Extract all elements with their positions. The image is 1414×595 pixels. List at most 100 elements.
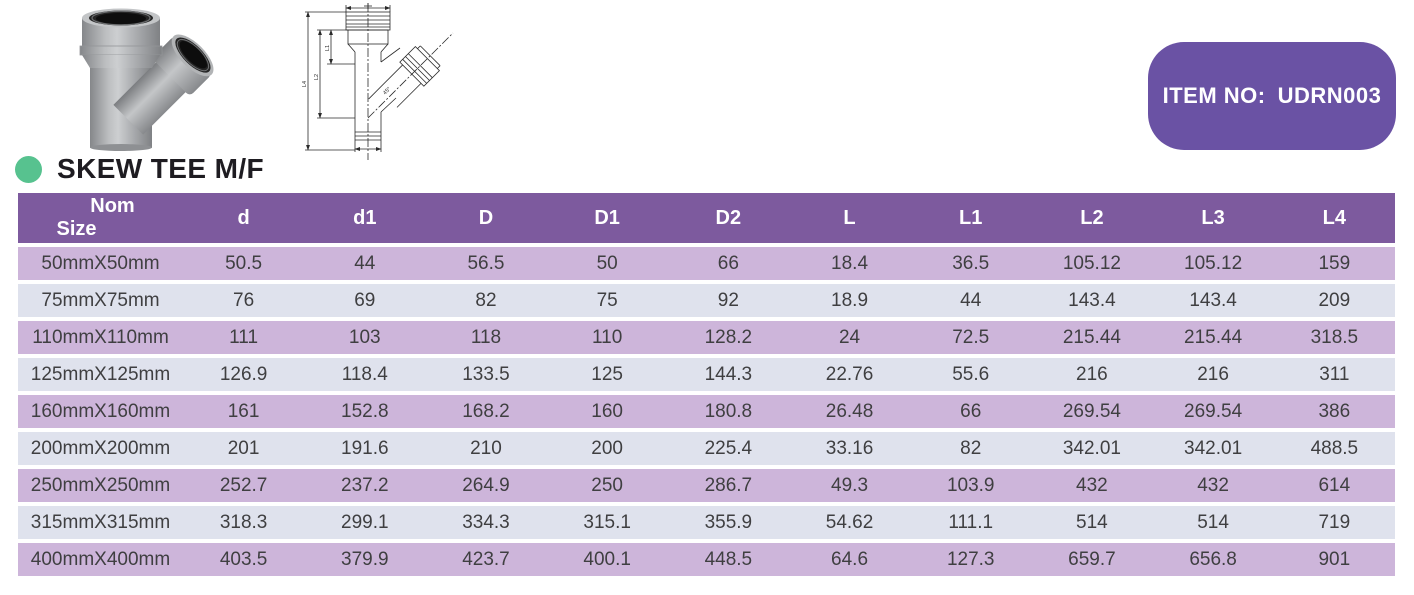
cell-D: 118 bbox=[425, 321, 547, 354]
cell-D2: 128.2 bbox=[667, 321, 789, 354]
cell-L1: 127.3 bbox=[910, 543, 1032, 576]
item-number-label: ITEM NO: bbox=[1162, 83, 1266, 108]
cell-L3: 216 bbox=[1152, 358, 1274, 391]
cell-d: 403.5 bbox=[183, 543, 305, 576]
pipe-branch bbox=[113, 34, 214, 135]
cell-L4: 719 bbox=[1273, 506, 1395, 539]
table-row: 315mmX315mm 318.3 299.1 334.3 315.1 355.9 54.6… bbox=[18, 506, 1395, 539]
dim-label-l4: L4 bbox=[302, 81, 308, 87]
cell-D1: 400.1 bbox=[546, 543, 668, 576]
cell-d1: 379.9 bbox=[304, 543, 426, 576]
cell-L2: 269.54 bbox=[1031, 395, 1153, 428]
cell-D2: 355.9 bbox=[667, 506, 789, 539]
cell-d: 76 bbox=[183, 284, 305, 317]
cell-nom-size: 160mmX160mm bbox=[18, 395, 183, 428]
cell-D1: 110 bbox=[546, 321, 668, 354]
col-header-d: d bbox=[183, 193, 305, 243]
cell-D: 82 bbox=[425, 284, 547, 317]
table-row: 160mmX160mm 161 152.8 168.2 160 180.8 26.48 66 2… bbox=[18, 395, 1395, 428]
spec-table: Nom Size d d1 D D1 D2 L L1 L2 L3 L4 50mmX50mm 50.5 44… bbox=[18, 189, 1395, 580]
section-header: SKEW TEE M/F bbox=[15, 153, 264, 185]
cell-L: 33.16 bbox=[788, 432, 911, 465]
table-row: 110mmX110mm 111 103 118 110 128.2 24 72.5 215.44… bbox=[18, 321, 1395, 354]
cell-D1: 315.1 bbox=[546, 506, 668, 539]
col-header-D1: D1 bbox=[546, 193, 668, 243]
cell-nom-size: 75mmX75mm bbox=[18, 284, 183, 317]
cell-nom-size: 400mmX400mm bbox=[18, 543, 183, 576]
col-header-nom-size: Nom Size bbox=[18, 193, 183, 243]
cell-nom-size: 315mmX315mm bbox=[18, 506, 183, 539]
cell-L2: 143.4 bbox=[1031, 284, 1153, 317]
cell-D2: 225.4 bbox=[667, 432, 789, 465]
cell-L: 26.48 bbox=[788, 395, 911, 428]
cell-L4: 159 bbox=[1273, 247, 1395, 280]
cell-L: 49.3 bbox=[788, 469, 911, 502]
bullet-icon bbox=[15, 155, 42, 183]
cell-d1: 69 bbox=[304, 284, 426, 317]
cell-d: 252.7 bbox=[183, 469, 305, 502]
cell-d: 126.9 bbox=[183, 358, 305, 391]
cell-d: 201 bbox=[183, 432, 305, 465]
cell-nom-size: 50mmX50mm bbox=[18, 247, 183, 280]
cell-nom-size: 200mmX200mm bbox=[18, 432, 183, 465]
item-number-value: UDRN003 bbox=[1277, 83, 1382, 108]
cell-D: 56.5 bbox=[425, 247, 547, 280]
cell-L2: 514 bbox=[1031, 506, 1153, 539]
cell-D: 168.2 bbox=[425, 395, 547, 428]
dim-label-l1: L1 bbox=[325, 45, 331, 51]
cell-D2: 448.5 bbox=[667, 543, 789, 576]
cell-L4: 901 bbox=[1273, 543, 1395, 576]
cell-D1: 160 bbox=[546, 395, 668, 428]
cell-d1: 103 bbox=[304, 321, 426, 354]
cell-L: 64.6 bbox=[788, 543, 911, 576]
col-header-L1: L1 bbox=[910, 193, 1032, 243]
col-header-L4: L4 bbox=[1273, 193, 1395, 243]
cell-D2: 144.3 bbox=[667, 358, 789, 391]
technical-drawing: L4 L2 L1 45° bbox=[302, 3, 454, 160]
cell-d: 111 bbox=[183, 321, 305, 354]
col-header-L2: L2 bbox=[1031, 193, 1153, 243]
cell-L2: 342.01 bbox=[1031, 432, 1153, 465]
cell-L4: 488.5 bbox=[1273, 432, 1395, 465]
cell-d1: 237.2 bbox=[304, 469, 426, 502]
cell-D2: 92 bbox=[667, 284, 789, 317]
cell-L4: 386 bbox=[1273, 395, 1395, 428]
cell-L2: 105.12 bbox=[1031, 247, 1153, 280]
cell-d1: 191.6 bbox=[304, 432, 426, 465]
cell-L1: 82 bbox=[910, 432, 1032, 465]
col-header-D: D bbox=[425, 193, 547, 243]
cell-d1: 44 bbox=[304, 247, 426, 280]
cell-L3: 514 bbox=[1152, 506, 1274, 539]
cell-L2: 216 bbox=[1031, 358, 1153, 391]
cell-d1: 118.4 bbox=[304, 358, 426, 391]
cell-D1: 50 bbox=[546, 247, 668, 280]
item-number-badge: ITEM NO: UDRN003 bbox=[1148, 42, 1396, 150]
cell-L4: 614 bbox=[1273, 469, 1395, 502]
cell-D1: 200 bbox=[546, 432, 668, 465]
cell-nom-size: 125mmX125mm bbox=[18, 358, 183, 391]
cell-L1: 36.5 bbox=[910, 247, 1032, 280]
cell-L1: 44 bbox=[910, 284, 1032, 317]
dim-label-angle: 45° bbox=[382, 86, 392, 96]
cell-L2: 432 bbox=[1031, 469, 1153, 502]
cell-L4: 318.5 bbox=[1273, 321, 1395, 354]
cell-L: 18.9 bbox=[788, 284, 911, 317]
cell-L4: 311 bbox=[1273, 358, 1395, 391]
cell-D: 423.7 bbox=[425, 543, 547, 576]
product-photo bbox=[79, 8, 214, 151]
cell-D1: 75 bbox=[546, 284, 668, 317]
cell-L4: 209 bbox=[1273, 284, 1395, 317]
table-row: 125mmX125mm 126.9 118.4 133.5 125 144.3 22.76 5… bbox=[18, 358, 1395, 391]
table-row: 250mmX250mm 252.7 237.2 264.9 250 286.7 49.3 10… bbox=[18, 469, 1395, 502]
table-row: 75mmX75mm 76 69 82 75 92 18.9 44 143.4 143.4 209 bbox=[18, 284, 1395, 317]
cell-L3: 215.44 bbox=[1152, 321, 1274, 354]
cell-D2: 286.7 bbox=[667, 469, 789, 502]
cell-L3: 342.01 bbox=[1152, 432, 1274, 465]
cell-L3: 269.54 bbox=[1152, 395, 1274, 428]
cell-D1: 125 bbox=[546, 358, 668, 391]
cell-d1: 299.1 bbox=[304, 506, 426, 539]
col-header-d1: d1 bbox=[304, 193, 426, 243]
col-header-L3: L3 bbox=[1152, 193, 1274, 243]
cell-L2: 659.7 bbox=[1031, 543, 1153, 576]
